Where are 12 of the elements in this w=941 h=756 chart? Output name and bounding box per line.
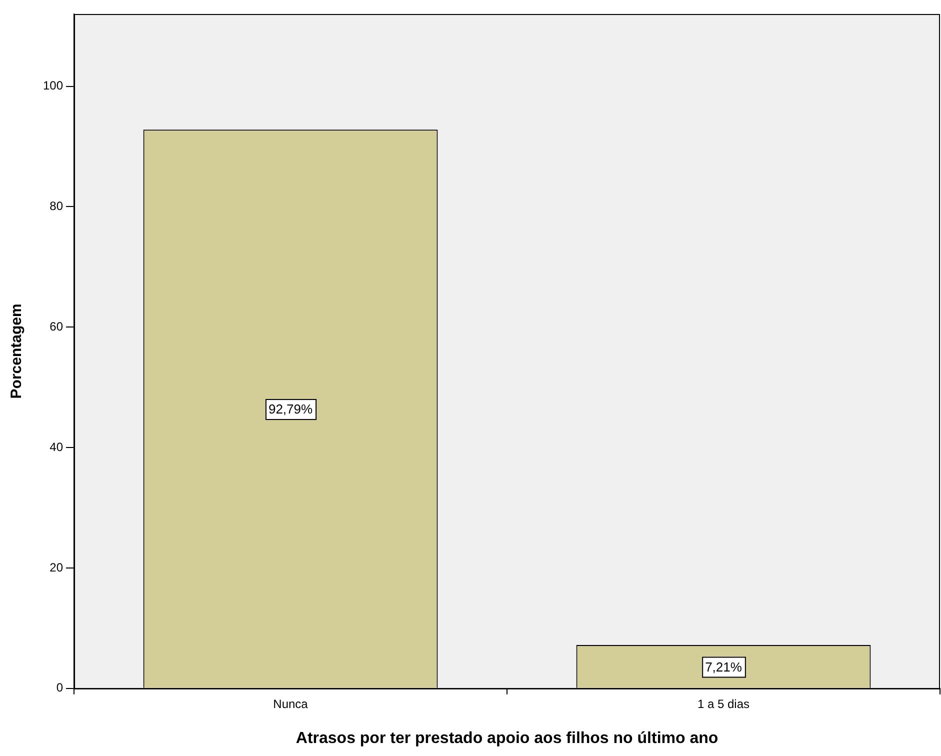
- x-tick-label: 1 a 5 dias: [697, 696, 750, 711]
- y-tick-label: 100: [42, 78, 64, 93]
- x-tick-label: Nunca: [273, 696, 308, 711]
- y-tick-label: 20: [50, 560, 64, 574]
- y-axis-title: Porcentagem: [8, 304, 26, 399]
- x-axis-title: Atrasos por ter prestado apoio aos filhos no último ano: [296, 730, 718, 747]
- y-tick-label: 60: [50, 319, 64, 334]
- y-tick-label: 0: [56, 680, 64, 695]
- data-label: 7,21%: [705, 659, 742, 674]
- data-label: 92,79%: [268, 402, 313, 417]
- y-tick-label: 80: [50, 199, 64, 213]
- y-tick-label: 40: [50, 440, 64, 454]
